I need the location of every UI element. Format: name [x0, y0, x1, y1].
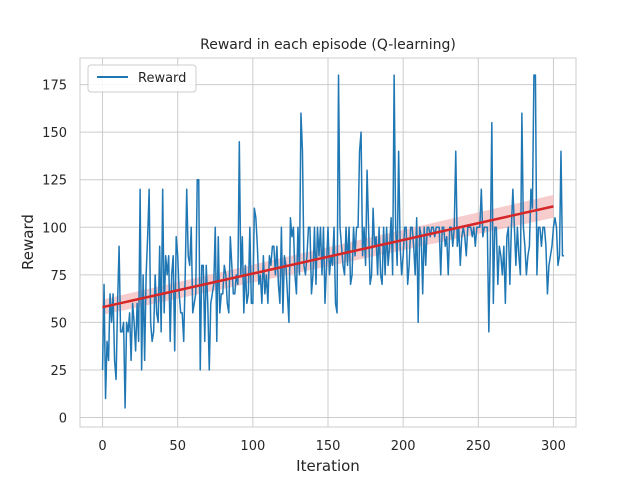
trend-line	[102, 205, 554, 309]
x-tick-label: 250	[466, 439, 491, 454]
x-tick-label: 200	[391, 439, 416, 454]
legend: Reward	[87, 64, 197, 93]
regression-line	[102, 205, 554, 309]
trend-confidence-band	[102, 194, 554, 315]
series-reward-line	[101, 74, 564, 409]
x-axis-label: Iteration	[296, 457, 360, 475]
y-tick-label: 175	[42, 79, 67, 94]
x-tick-label: 50	[169, 439, 186, 454]
y-tick-label: 0	[59, 411, 67, 426]
legend-box	[87, 64, 197, 93]
x-tick-label: 300	[541, 439, 566, 454]
y-tick-label: 50	[50, 316, 67, 331]
x-tick-label: 0	[98, 439, 106, 454]
y-tick-label: 25	[50, 364, 67, 379]
chart-title: Reward in each episode (Q-learning)	[200, 37, 456, 53]
x-tick-label: 150	[316, 439, 341, 454]
plot-frame	[79, 57, 577, 428]
y-tick-label: 75	[50, 269, 67, 284]
y-tick-label: 100	[42, 221, 67, 236]
y-axis-label: Reward	[19, 214, 37, 270]
y-tick-label: 125	[42, 174, 67, 189]
trend-band	[102, 194, 554, 315]
x-tick-label: 100	[240, 439, 265, 454]
tick-labels: 0 50 100 150 200 250 300 0 25 50 75 100 125 150 175	[42, 79, 566, 454]
series-layer	[101, 74, 564, 409]
y-tick-label: 150	[42, 126, 67, 141]
legend-label: Reward	[138, 71, 186, 86]
